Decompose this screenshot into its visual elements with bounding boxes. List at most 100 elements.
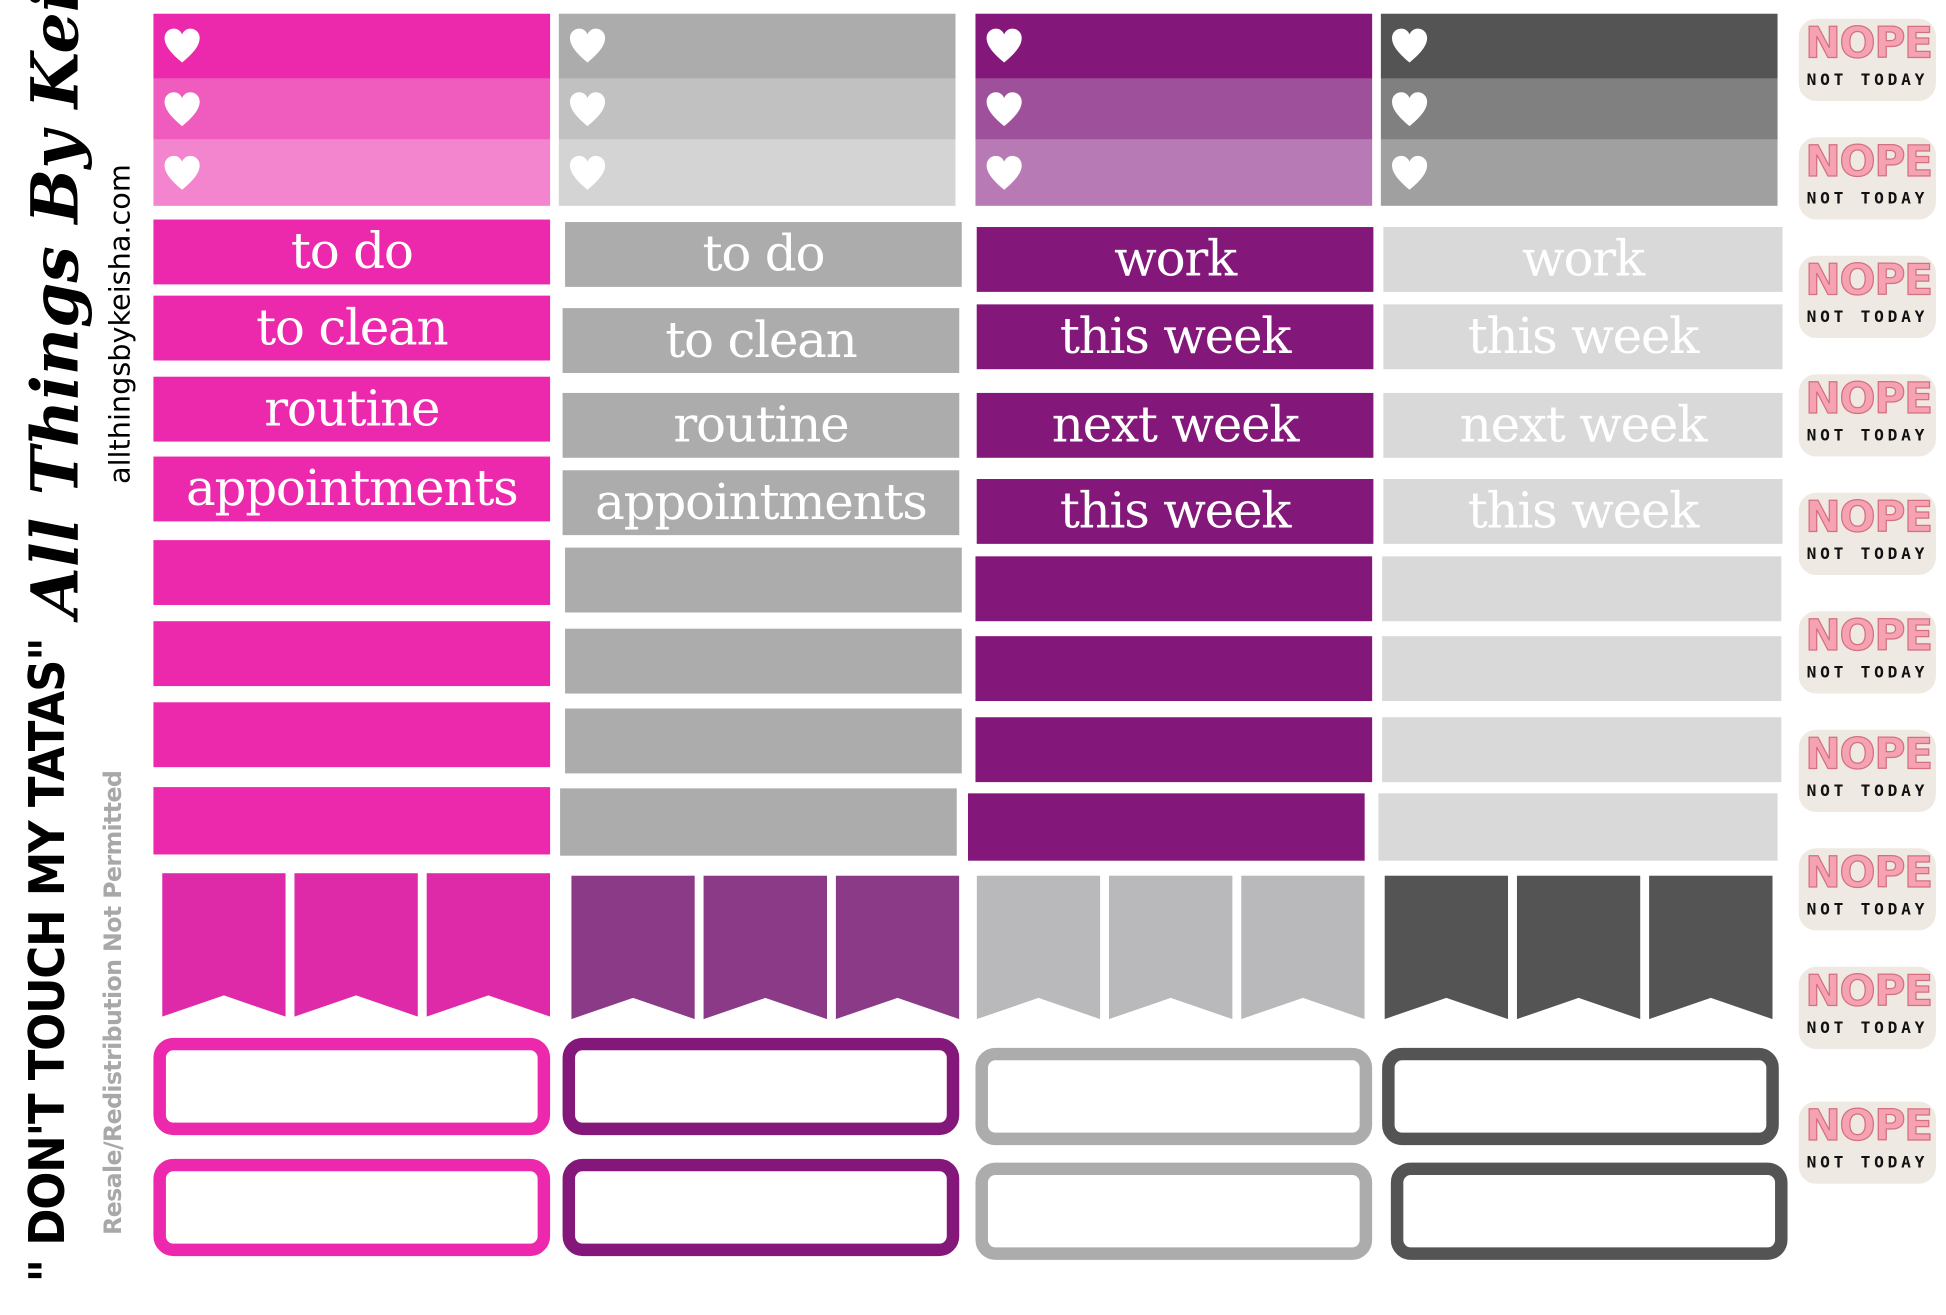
label-sticker: this week (1383, 304, 1783, 370)
nope-title: NOPE (1805, 18, 1934, 69)
checkbox-sticker (1390, 1162, 1788, 1260)
heart-icon (985, 90, 1022, 127)
nope-title: NOPE (1805, 966, 1934, 1017)
nope-subtitle: NOT TODAY (1806, 1019, 1929, 1038)
nope-subtitle: NOT TODAY (1806, 308, 1929, 327)
label-sticker: to do (153, 219, 551, 285)
heart-icon (163, 154, 200, 191)
blank-label-sticker (153, 702, 551, 768)
nope-sticker: NOPE NOT TODAY (1798, 492, 1936, 576)
blank-label-sticker (1378, 793, 1778, 861)
sheet-title: " DON'T TOUCH MY TATAS" (19, 638, 77, 1283)
checkbox-sticker (975, 1162, 1373, 1260)
flag-sticker (703, 875, 828, 1020)
nope-title: NOPE (1805, 848, 1934, 899)
brand-logo: All Things By Keisha (17, 0, 94, 618)
header-stripe (1380, 13, 1778, 79)
nope-sticker: NOPE NOT TODAY (1798, 611, 1936, 694)
blank-label-sticker (565, 547, 962, 613)
heart-icon (569, 90, 606, 127)
nope-sticker: NOPE NOT TODAY (1798, 255, 1936, 339)
blank-label-sticker (565, 628, 962, 694)
header-stripe (975, 13, 1373, 79)
header-stripe (558, 139, 956, 206)
nope-title: NOPE (1805, 611, 1934, 662)
header-stripe (153, 13, 551, 79)
header-stripe (153, 139, 551, 206)
checkbox-sticker (562, 1037, 960, 1136)
label-sticker: next week (1383, 392, 1783, 458)
flag-sticker (571, 875, 695, 1020)
heart-icon (1391, 27, 1428, 64)
checkbox-sticker (153, 1037, 551, 1136)
heart-icon (569, 27, 606, 64)
flag-sticker (835, 875, 960, 1020)
heart-icon (985, 27, 1022, 64)
blank-label-sticker (975, 717, 1373, 783)
label-sticker: work (976, 227, 1374, 292)
label-sticker: this week (976, 304, 1374, 370)
header-stripe (975, 139, 1373, 206)
header-stripe (1380, 139, 1778, 206)
label-sticker: to clean (153, 295, 551, 361)
website-text: allthingsbykeisha.com (104, 164, 138, 484)
nope-subtitle: NOT TODAY (1806, 71, 1929, 90)
blank-label-sticker (975, 636, 1373, 702)
nope-title: NOPE (1805, 255, 1934, 306)
nope-subtitle: NOT TODAY (1806, 426, 1929, 446)
checkbox-sticker (562, 1158, 960, 1257)
heart-icon (163, 90, 200, 127)
nope-title: NOPE (1805, 492, 1934, 543)
nope-title: NOPE (1805, 1101, 1934, 1152)
label-sticker: next week (976, 392, 1374, 458)
checkbox-sticker (1382, 1047, 1779, 1146)
nope-sticker: NOPE NOT TODAY (1798, 1101, 1936, 1184)
flag-sticker (1241, 875, 1365, 1020)
nope-subtitle: NOT TODAY (1806, 1153, 1929, 1173)
heart-icon (569, 154, 606, 191)
heart-icon (1391, 90, 1428, 127)
nope-sticker: NOPE NOT TODAY (1798, 729, 1936, 813)
label-sticker: to do (565, 222, 962, 287)
nope-subtitle: NOT TODAY (1806, 782, 1929, 801)
label-sticker: routine (562, 392, 960, 458)
notice-text: Resale/Redistribution Not Permitted (99, 770, 128, 1235)
blank-label-sticker (1382, 556, 1782, 622)
nope-sticker: NOPE NOT TODAY (1798, 848, 1936, 931)
nope-title: NOPE (1805, 729, 1934, 780)
label-sticker: this week (1383, 479, 1783, 544)
blank-label-sticker (967, 793, 1365, 861)
nope-title: NOPE (1805, 374, 1934, 425)
nope-subtitle: NOT TODAY (1806, 189, 1929, 209)
blank-label-sticker (565, 708, 962, 774)
nope-sticker: NOPE NOT TODAY (1798, 18, 1936, 102)
label-sticker: appointments (562, 470, 960, 536)
header-stripe (558, 78, 956, 140)
flag-sticker (1649, 875, 1773, 1020)
header-stripe (1380, 78, 1778, 140)
blank-label-sticker (153, 787, 551, 855)
blank-label-sticker (560, 788, 957, 856)
nope-sticker: NOPE NOT TODAY (1798, 966, 1936, 1050)
nope-subtitle: NOT TODAY (1806, 545, 1929, 564)
nope-sticker: NOPE NOT TODAY (1798, 137, 1936, 220)
nope-subtitle: NOT TODAY (1806, 663, 1929, 683)
blank-label-sticker (1382, 636, 1782, 702)
header-stripe (558, 13, 956, 79)
label-sticker: to clean (562, 308, 960, 373)
flag-sticker (426, 873, 551, 1017)
flag-sticker (1516, 875, 1641, 1020)
flag-sticker (1108, 875, 1233, 1020)
heart-icon (163, 27, 200, 64)
label-sticker: routine (153, 376, 551, 442)
flag-sticker (1384, 875, 1509, 1020)
blank-label-sticker (153, 540, 551, 605)
header-stripe (153, 78, 551, 140)
flag-sticker (976, 875, 1101, 1020)
heart-icon (985, 154, 1022, 191)
checkbox-sticker (153, 1158, 551, 1257)
nope-title: NOPE (1805, 137, 1934, 188)
blank-label-sticker (1382, 717, 1782, 783)
label-sticker: this week (976, 479, 1374, 544)
